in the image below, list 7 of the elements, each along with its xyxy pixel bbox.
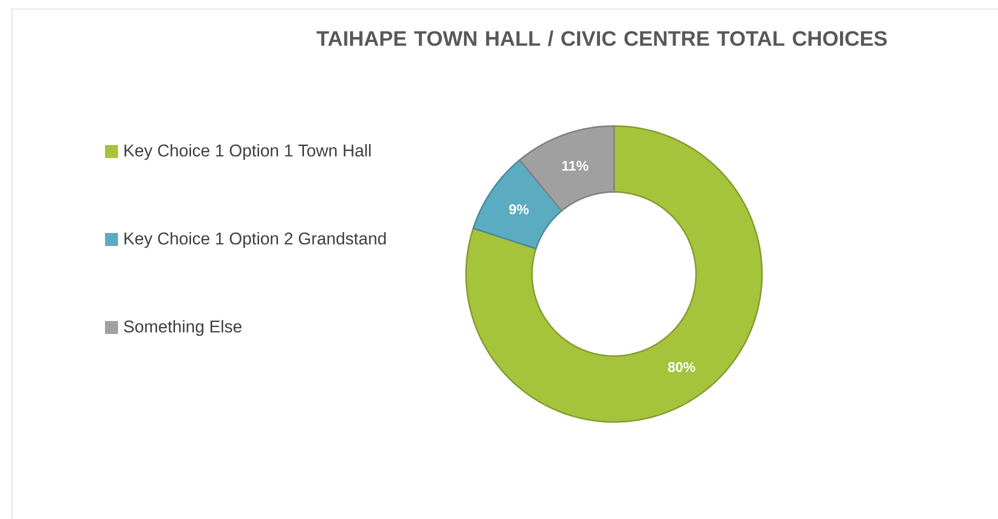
data-label: 11%: [562, 160, 588, 171]
data-label: 9%: [509, 204, 529, 214]
legend-label: Key Choice 1 Option 1 Town Hall: [124, 144, 371, 160]
legend-label: Something Else: [124, 320, 242, 336]
chart-title: TAIHAPE TOWN HALL / CIVIC CENTRE TOTAL CHOICES: [316, 30, 887, 46]
legend-label: Key Choice 1 Option 2 Grandstand: [124, 232, 386, 248]
data-label: 80%: [668, 362, 696, 372]
